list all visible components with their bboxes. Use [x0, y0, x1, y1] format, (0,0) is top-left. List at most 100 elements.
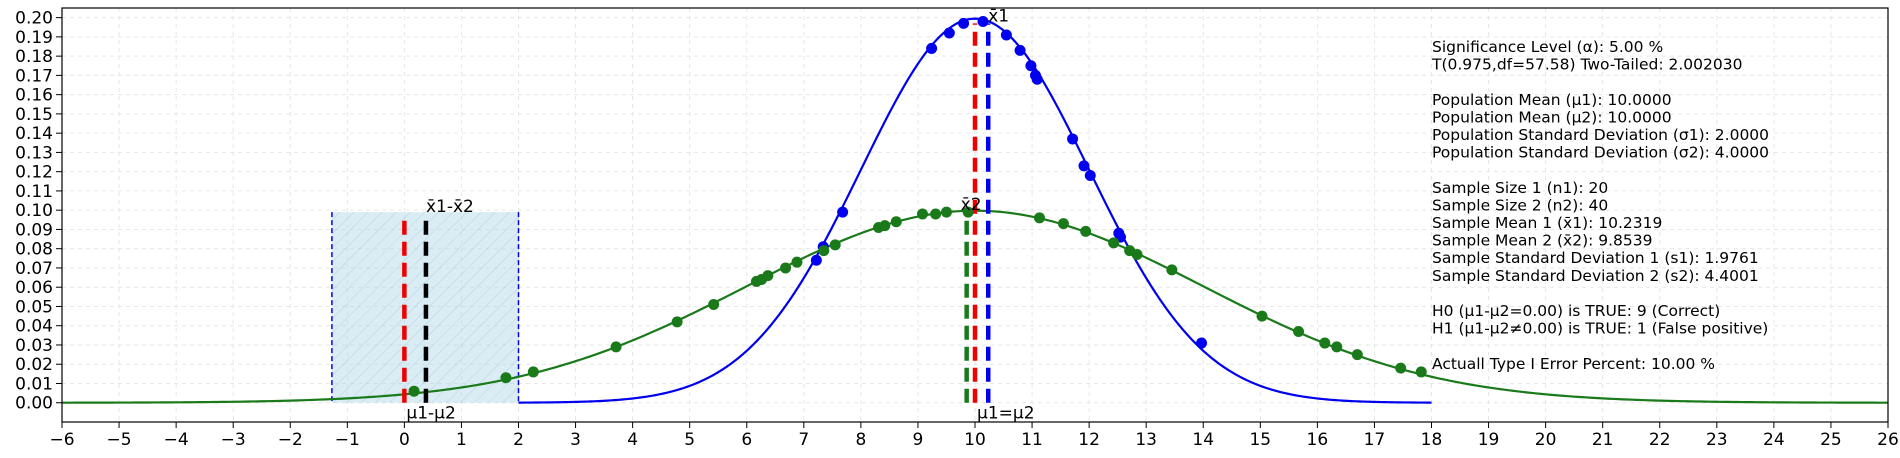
x-tick-label: 3 — [570, 430, 581, 450]
curve2-point — [1351, 349, 1363, 361]
curve1-point — [1067, 133, 1079, 145]
y-tick-label: 0.15 — [15, 105, 53, 125]
curve1-point — [1031, 73, 1043, 85]
y-tick-label: 0.00 — [15, 394, 53, 414]
x-tick-label: 19 — [1478, 430, 1500, 450]
curve2-point — [1331, 341, 1343, 353]
info-line: Population Mean (μ1): 10.0000 — [1432, 91, 1672, 109]
x-tick-label: 20 — [1535, 430, 1557, 450]
curve2-point — [890, 216, 902, 228]
x-tick-label: −3 — [221, 430, 246, 450]
x-tick-label: −1 — [335, 430, 360, 450]
curve2-point — [780, 262, 792, 274]
curve1-point — [1196, 337, 1208, 349]
curve2-point — [762, 270, 774, 282]
y-tick-label: 0.03 — [15, 336, 53, 356]
y-tick-label: 0.09 — [15, 220, 53, 240]
curve1-point — [837, 206, 849, 218]
curve1-point — [1078, 160, 1090, 172]
info-line: Sample Size 1 (n1): 20 — [1432, 179, 1608, 197]
xbar1-label: x̄1 — [988, 6, 1009, 26]
curve2-point — [962, 206, 974, 218]
x-tick-label: −5 — [107, 430, 132, 450]
info-line: H0 (μ1-μ2=0.00) is TRUE: 9 (Correct) — [1432, 302, 1720, 320]
curve2-point — [1108, 237, 1120, 249]
curve1-point — [958, 17, 970, 29]
info-line: Population Mean (μ2): 10.0000 — [1432, 108, 1672, 126]
x-tick-label: 23 — [1706, 430, 1728, 450]
y-tick-label: 0.08 — [15, 240, 53, 260]
y-tick-label: 0.16 — [15, 86, 53, 106]
info-line: Population Standard Deviation (σ1): 2.00… — [1432, 126, 1769, 144]
y-tick-label: 0.06 — [15, 278, 53, 298]
curve2-point — [408, 385, 420, 397]
curve1-point — [1000, 29, 1012, 41]
y-tick-label: 0.11 — [15, 182, 53, 202]
x-tick-label: 15 — [1249, 430, 1271, 450]
curve2-point — [708, 299, 720, 311]
x-tick-label: 14 — [1192, 430, 1214, 450]
curve2-point — [1415, 366, 1427, 378]
x-tick-label: 17 — [1364, 430, 1386, 450]
mu-diff-label: μ1-μ2 — [406, 404, 455, 424]
x-tick-label: 7 — [798, 430, 809, 450]
y-tick-label: 0.17 — [15, 66, 53, 86]
curve2-point — [829, 239, 841, 251]
curve1-point — [977, 15, 989, 27]
x-tick-label: 9 — [913, 430, 924, 450]
xbar-diff-label: x̄1-x̄2 — [426, 197, 474, 217]
info-line: T(0.975,df=57.58) Two-Tailed: 2.002030 — [1431, 56, 1742, 74]
curve2-point — [940, 206, 952, 218]
x-tick-label: −4 — [164, 430, 189, 450]
y-tick-label: 0.19 — [15, 28, 53, 48]
x-tick-label: 25 — [1820, 430, 1842, 450]
y-tick-label: 0.04 — [15, 317, 53, 337]
info-line: Sample Size 2 (n2): 40 — [1432, 196, 1608, 214]
curve2-point — [527, 366, 539, 378]
mu-eq-label: μ1=μ2 — [977, 404, 1035, 424]
y-tick-label: 0.07 — [15, 259, 53, 279]
info-line: Significance Level (α): 5.00 % — [1432, 38, 1663, 56]
info-line: Sample Standard Deviation 1 (s1): 1.9761 — [1432, 249, 1759, 267]
xbar2-label: x̄2 — [961, 195, 982, 215]
curve1-point — [1025, 60, 1037, 72]
curve1-point — [1084, 170, 1096, 182]
info-line: Population Standard Deviation (σ2): 4.00… — [1432, 144, 1769, 162]
x-tick-label: 21 — [1592, 430, 1614, 450]
x-tick-label: 18 — [1421, 430, 1443, 450]
curve2-point — [671, 316, 683, 328]
curve2-point — [1080, 225, 1092, 237]
curve2-point — [791, 256, 803, 268]
info-line: Actuall Type I Error Percent: 10.00 % — [1432, 355, 1715, 373]
x-tick-label: 26 — [1877, 430, 1899, 450]
y-tick-label: 0.12 — [15, 163, 53, 183]
y-tick-label: 0.13 — [15, 143, 53, 163]
x-tick-label: 24 — [1763, 430, 1785, 450]
x-tick-label: 12 — [1078, 430, 1100, 450]
curve2-point — [610, 341, 622, 353]
x-tick-label: −6 — [49, 430, 74, 450]
curve2-point — [879, 220, 891, 232]
y-tick-label: 0.10 — [15, 201, 53, 221]
x-tick-label: 4 — [627, 430, 638, 450]
x-tick-label: 16 — [1307, 430, 1329, 450]
curve2-point — [500, 372, 512, 384]
x-tick-label: 6 — [741, 430, 752, 450]
curve2-point — [818, 245, 830, 257]
axes: −6 −5 −4 −3 −2 −1 0 1 2 3 4 5 6 7 8 9 10 11 12 13 14 15 16 17 18… — [15, 7, 1899, 450]
curve1-point — [926, 42, 938, 54]
curve2-point — [917, 208, 929, 220]
y-tick-label: 0.05 — [15, 297, 53, 317]
curve2-point — [1256, 310, 1268, 322]
x-tick-label: −2 — [278, 430, 303, 450]
y-tick-label: 0.20 — [15, 9, 53, 29]
curve2-point — [1319, 337, 1331, 349]
y-tick-label: 0.18 — [15, 47, 53, 67]
curve2-point — [1166, 264, 1178, 276]
curve2-point — [1293, 325, 1305, 337]
curve1-point — [810, 254, 822, 266]
curve2-point — [1033, 212, 1045, 224]
x-tick-label: 13 — [1135, 430, 1157, 450]
